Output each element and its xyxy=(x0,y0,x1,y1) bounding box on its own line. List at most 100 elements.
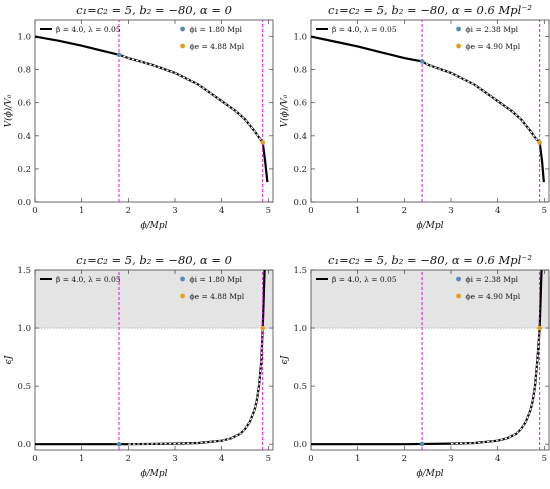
chart-title: c₁=c₂ = 5, b₂ = −80, α = 0.6 Mpl⁻² xyxy=(328,253,532,267)
x-tick-label: 4 xyxy=(219,206,224,216)
y-tick-label: 1.0 xyxy=(293,33,307,43)
x-axis-label: ϕ/Mpl xyxy=(140,221,167,231)
plot-frame xyxy=(34,269,274,451)
x-tick-label: 4 xyxy=(495,454,500,464)
phi-e-point xyxy=(260,325,266,331)
x-tick-label: 5 xyxy=(542,206,547,216)
x-tick-label: 1 xyxy=(79,454,84,464)
y-tick-label: 0.0 xyxy=(293,440,307,450)
x-tick-label: 2 xyxy=(402,454,407,464)
x-tick-label: 5 xyxy=(542,454,547,464)
legend-phi-i-swatch xyxy=(456,276,461,282)
y-tick-label: 0.2 xyxy=(17,165,31,175)
y-tick-label: 1.0 xyxy=(17,324,31,334)
x-tick-label: 0 xyxy=(32,454,37,464)
legend-phi-e-swatch xyxy=(456,293,461,299)
y-tick-label: 1.0 xyxy=(17,33,31,43)
chart-title: c₁=c₂ = 5, b₂ = −80, α = 0.6 Mpl⁻² xyxy=(328,3,532,17)
legend-line-label: β = 4.0, λ = 0.05 xyxy=(56,275,121,284)
panel-4: 0 1 2 3 4 5 0.0 0.5 1.0 1.5 c₁=c₂ = 5, b₂ = −80, α… xyxy=(280,253,550,479)
y-tick-label: 1.5 xyxy=(293,266,307,276)
y-tick-label: 1.5 xyxy=(17,266,31,276)
y-tick-label: 0.6 xyxy=(293,99,307,109)
x-tick-label: 0 xyxy=(32,206,37,216)
legend-phi-i-label: ϕi = 2.38 Mpl xyxy=(466,275,519,284)
x-tick-label: 1 xyxy=(355,206,360,216)
chart-title: c₁=c₂ = 5, b₂ = −80, α = 0 xyxy=(76,253,232,267)
inflation-segment xyxy=(128,328,264,445)
legend-line-label: β = 4.0, λ = 0.05 xyxy=(332,25,397,34)
phi-i-point xyxy=(116,441,122,447)
y-tick-label: 0.4 xyxy=(293,132,307,142)
y-tick-label: 0.5 xyxy=(293,382,307,392)
phi-i-point xyxy=(419,441,425,447)
chart-title: c₁=c₂ = 5, b₂ = −80, α = 0 xyxy=(76,3,232,17)
x-tick-label: 3 xyxy=(448,454,453,464)
x-tick-label: 1 xyxy=(355,454,360,464)
x-axis-label: ϕ/Mpl xyxy=(140,469,167,479)
y-axis-label: V(ϕ)/V₀ xyxy=(3,94,14,127)
x-tick-label: 3 xyxy=(172,454,177,464)
x-tick-label: 2 xyxy=(126,454,131,464)
legend-phi-e-swatch xyxy=(180,43,185,49)
legend-phi-e-swatch xyxy=(180,293,185,299)
x-tick-label: 2 xyxy=(402,206,407,216)
x-tick-label: 5 xyxy=(266,454,271,464)
shaded-region xyxy=(311,270,549,329)
legend-phi-e-label: ϕe = 4.90 Mpl xyxy=(466,42,521,51)
y-tick-label: 0.5 xyxy=(17,382,31,392)
series-line xyxy=(35,269,266,446)
x-tick-label: 0 xyxy=(308,454,313,464)
x-axis-label: ϕ/Mpl xyxy=(416,221,443,231)
phi-e-point xyxy=(260,140,266,145)
legend-phi-e-swatch xyxy=(456,43,461,49)
y-tick-label: 1.0 xyxy=(293,324,307,334)
legend-phi-e-label: ϕe = 4.90 Mpl xyxy=(466,292,521,301)
inflation-segment xyxy=(421,60,541,143)
plot-frame xyxy=(310,269,550,451)
phi-e-point xyxy=(537,325,542,331)
legend-line-label: β = 4.0, λ = 0.05 xyxy=(56,25,121,34)
phi-i-point xyxy=(419,59,425,64)
y-tick-label: 0.8 xyxy=(293,66,307,76)
legend-phi-e-label: ϕe = 4.88 Mpl xyxy=(190,42,245,51)
y-tick-label: 0.6 xyxy=(17,99,31,109)
legend-phi-i-swatch xyxy=(180,26,185,32)
plot-frame xyxy=(34,19,274,203)
x-tick-label: 3 xyxy=(448,206,453,216)
y-tick-label: 0.0 xyxy=(17,198,31,208)
legend-phi-e-label: ϕe = 4.88 Mpl xyxy=(190,292,245,301)
y-tick-label: 0.8 xyxy=(17,66,31,76)
legend-phi-i-swatch xyxy=(180,276,185,282)
x-tick-label: 0 xyxy=(308,206,313,216)
x-tick-label: 2 xyxy=(126,206,131,216)
panel-1: 0 1 2 3 4 5 0.0 0.2 0.4 0.6 0.8 1.0 c₁=c₂ = 5, b₂ = … xyxy=(3,3,274,231)
x-tick-label: 4 xyxy=(219,454,224,464)
panel-3: 0 1 2 3 4 5 0.0 0.5 1.0 1.5 c₁=c₂ = 5, b₂ = −80, α… xyxy=(4,253,274,479)
legend-phi-i-label: ϕi = 1.80 Mpl xyxy=(190,275,243,284)
legend-phi-i-swatch xyxy=(456,26,461,32)
shaded-region xyxy=(35,270,273,329)
inflation-segment xyxy=(450,328,541,445)
x-axis-label: ϕ/Mpl xyxy=(416,469,443,479)
y-axis-label: V(ϕ)/V₀ xyxy=(279,94,290,127)
y-tick-label: 0.2 xyxy=(293,165,307,175)
y-axis-label: ϵJ xyxy=(280,354,290,364)
legend-phi-i-label: ϕi = 2.38 Mpl xyxy=(466,25,519,34)
x-tick-label: 1 xyxy=(79,206,84,216)
inflation-segment xyxy=(118,54,264,143)
legend-phi-i-label: ϕi = 1.80 Mpl xyxy=(190,25,243,34)
phi-i-point xyxy=(116,52,122,58)
y-axis-label: ϵJ xyxy=(4,354,14,364)
y-tick-label: 0.0 xyxy=(293,198,307,208)
panel-2: 0 1 2 3 4 5 0.0 0.2 0.4 0.6 0.8 1.0 c₁=c₂ = 5, b₂ = … xyxy=(279,3,550,231)
x-tick-label: 4 xyxy=(495,206,500,216)
legend-line-label: β = 4.0, λ = 0.05 xyxy=(332,275,397,284)
y-tick-label: 0.4 xyxy=(17,132,31,142)
phi-e-point xyxy=(537,140,542,145)
y-tick-label: 0.0 xyxy=(17,440,31,450)
x-tick-label: 5 xyxy=(266,206,271,216)
x-tick-label: 3 xyxy=(172,206,177,216)
plot-frame xyxy=(310,19,550,203)
